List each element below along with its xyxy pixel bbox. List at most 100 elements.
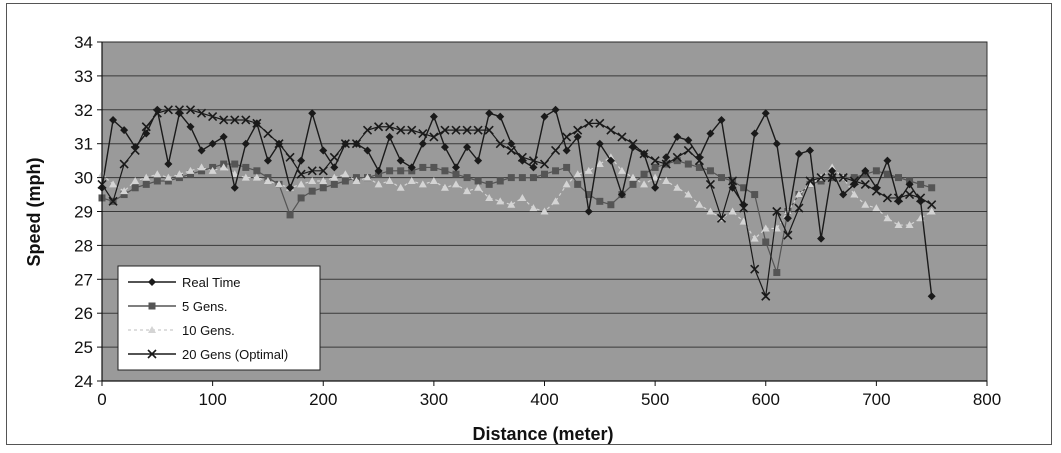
data-point-20-gens-optimal [584,118,594,128]
x-marker-stroke [761,291,771,301]
data-point-10-gens [263,176,272,184]
data-point-10-gens [452,180,460,188]
data-point-real-time [474,156,483,165]
x-marker-stroke [473,125,483,135]
x-marker-stroke [838,173,848,183]
data-point-real-time [839,190,848,199]
data-point-10-gens [739,217,748,225]
data-point-5-gens [917,180,925,188]
data-point-real-time [761,109,770,118]
data-point-5-gens [684,160,692,168]
data-point-20-gens-optimal [230,115,240,125]
data-point-real-time [783,214,792,223]
data-point-10-gens [894,221,903,229]
data-point-real-time [817,234,826,243]
data-point-20-gens-optimal [385,122,395,132]
data-point-real-time [297,156,306,165]
data-point-real-time [263,156,272,165]
y-tick-label: 27 [74,270,93,289]
x-marker-stroke [860,179,870,189]
data-point-10-gens [252,173,261,181]
data-point-20-gens-optimal [473,125,483,135]
x-marker-stroke [816,173,826,183]
data-point-real-time [407,163,416,172]
data-point-20-gens-optimal [705,179,716,189]
data-point-real-time [640,149,649,158]
data-point-real-time [308,109,317,118]
x-marker-stroke [119,159,129,169]
data-point-10-gens [153,170,162,178]
data-point-5-gens [695,163,703,171]
data-point-20-gens-optimal [550,145,561,156]
axes: 24 25 26 27 28 29 30 31 32 33 34 0 100 200 300 400 500 60… [74,33,1001,409]
legend-label: Real Time [182,275,241,290]
data-point-real-time [662,153,671,162]
x-marker-stroke [661,159,671,169]
data-point-5-gens [441,167,449,175]
data-point-10-gens [275,180,283,188]
x-marker-stroke [606,125,616,135]
x-marker-stroke [163,105,173,115]
data-point-10-gens [352,176,361,184]
data-point-10-gens [109,180,118,188]
data-point-10-gens [529,204,538,212]
data-point-5-gens [706,167,714,175]
data-point-10-gens [640,180,649,188]
data-point-real-time [606,156,615,165]
x-marker-stroke [296,169,306,179]
y-tick-label: 32 [74,101,93,120]
y-tick-label: 29 [74,203,93,222]
data-point-20-gens-optimal [606,125,616,135]
data-point-10-gens [396,183,405,191]
data-point-10-gens [407,176,416,184]
data-point-5-gens [142,180,150,188]
data-point-20-gens-optimal [650,156,660,166]
data-point-real-time [629,143,637,152]
data-point-real-time [540,112,549,121]
data-point-real-time [861,166,870,175]
x-tick-label: 400 [530,390,558,409]
data-point-20-gens-optimal [241,115,251,125]
x-marker-stroke [672,152,682,162]
data-point-real-time [894,197,903,206]
data-point-20-gens-optimal [805,176,815,186]
data-point-real-time [241,139,250,148]
data-point-5-gens [740,184,748,192]
data-point-real-time [595,139,604,148]
x-marker-stroke [407,125,417,135]
data-point-real-time [518,156,527,165]
x-tick-label: 700 [862,390,890,409]
legend: Real Time 5 Gens. 10 Gens. 20 Gens (Optimal… [117,265,321,371]
data-point-20-gens-optimal [750,264,760,274]
data-point-10-gens [794,190,803,198]
data-point-10-gens [241,173,250,181]
data-point-real-time [374,166,383,175]
data-point-5-gens [629,180,637,188]
data-point-real-time [219,132,228,141]
data-point-10-gens [673,183,682,191]
x-marker-stroke [794,203,804,213]
data-point-10-gens [706,207,715,215]
data-point-10-gens [595,160,604,168]
x-marker-stroke [208,112,218,122]
data-point-real-time [717,115,726,124]
x-marker-stroke [595,118,605,128]
data-point-10-gens [319,176,328,184]
data-point-10-gens [474,183,483,191]
data-point-20-gens-optimal [396,125,406,135]
data-point-real-time [109,115,118,124]
data-point-real-time [706,129,715,138]
x-tick-label: 300 [420,390,448,409]
data-point-real-time [385,132,394,141]
data-point-10-gens [485,193,494,201]
data-point-5-gens [397,167,405,175]
data-point-5-gens [850,174,858,182]
data-point-10-gens [418,180,427,188]
x-marker-stroke [750,264,760,274]
data-point-10-gens [363,173,372,181]
data-point-20-gens-optimal [119,159,129,169]
data-point-20-gens-optimal [451,125,461,135]
x-marker-stroke [451,125,461,135]
data-point-10-gens [883,214,892,222]
data-point-10-gens [385,176,394,184]
